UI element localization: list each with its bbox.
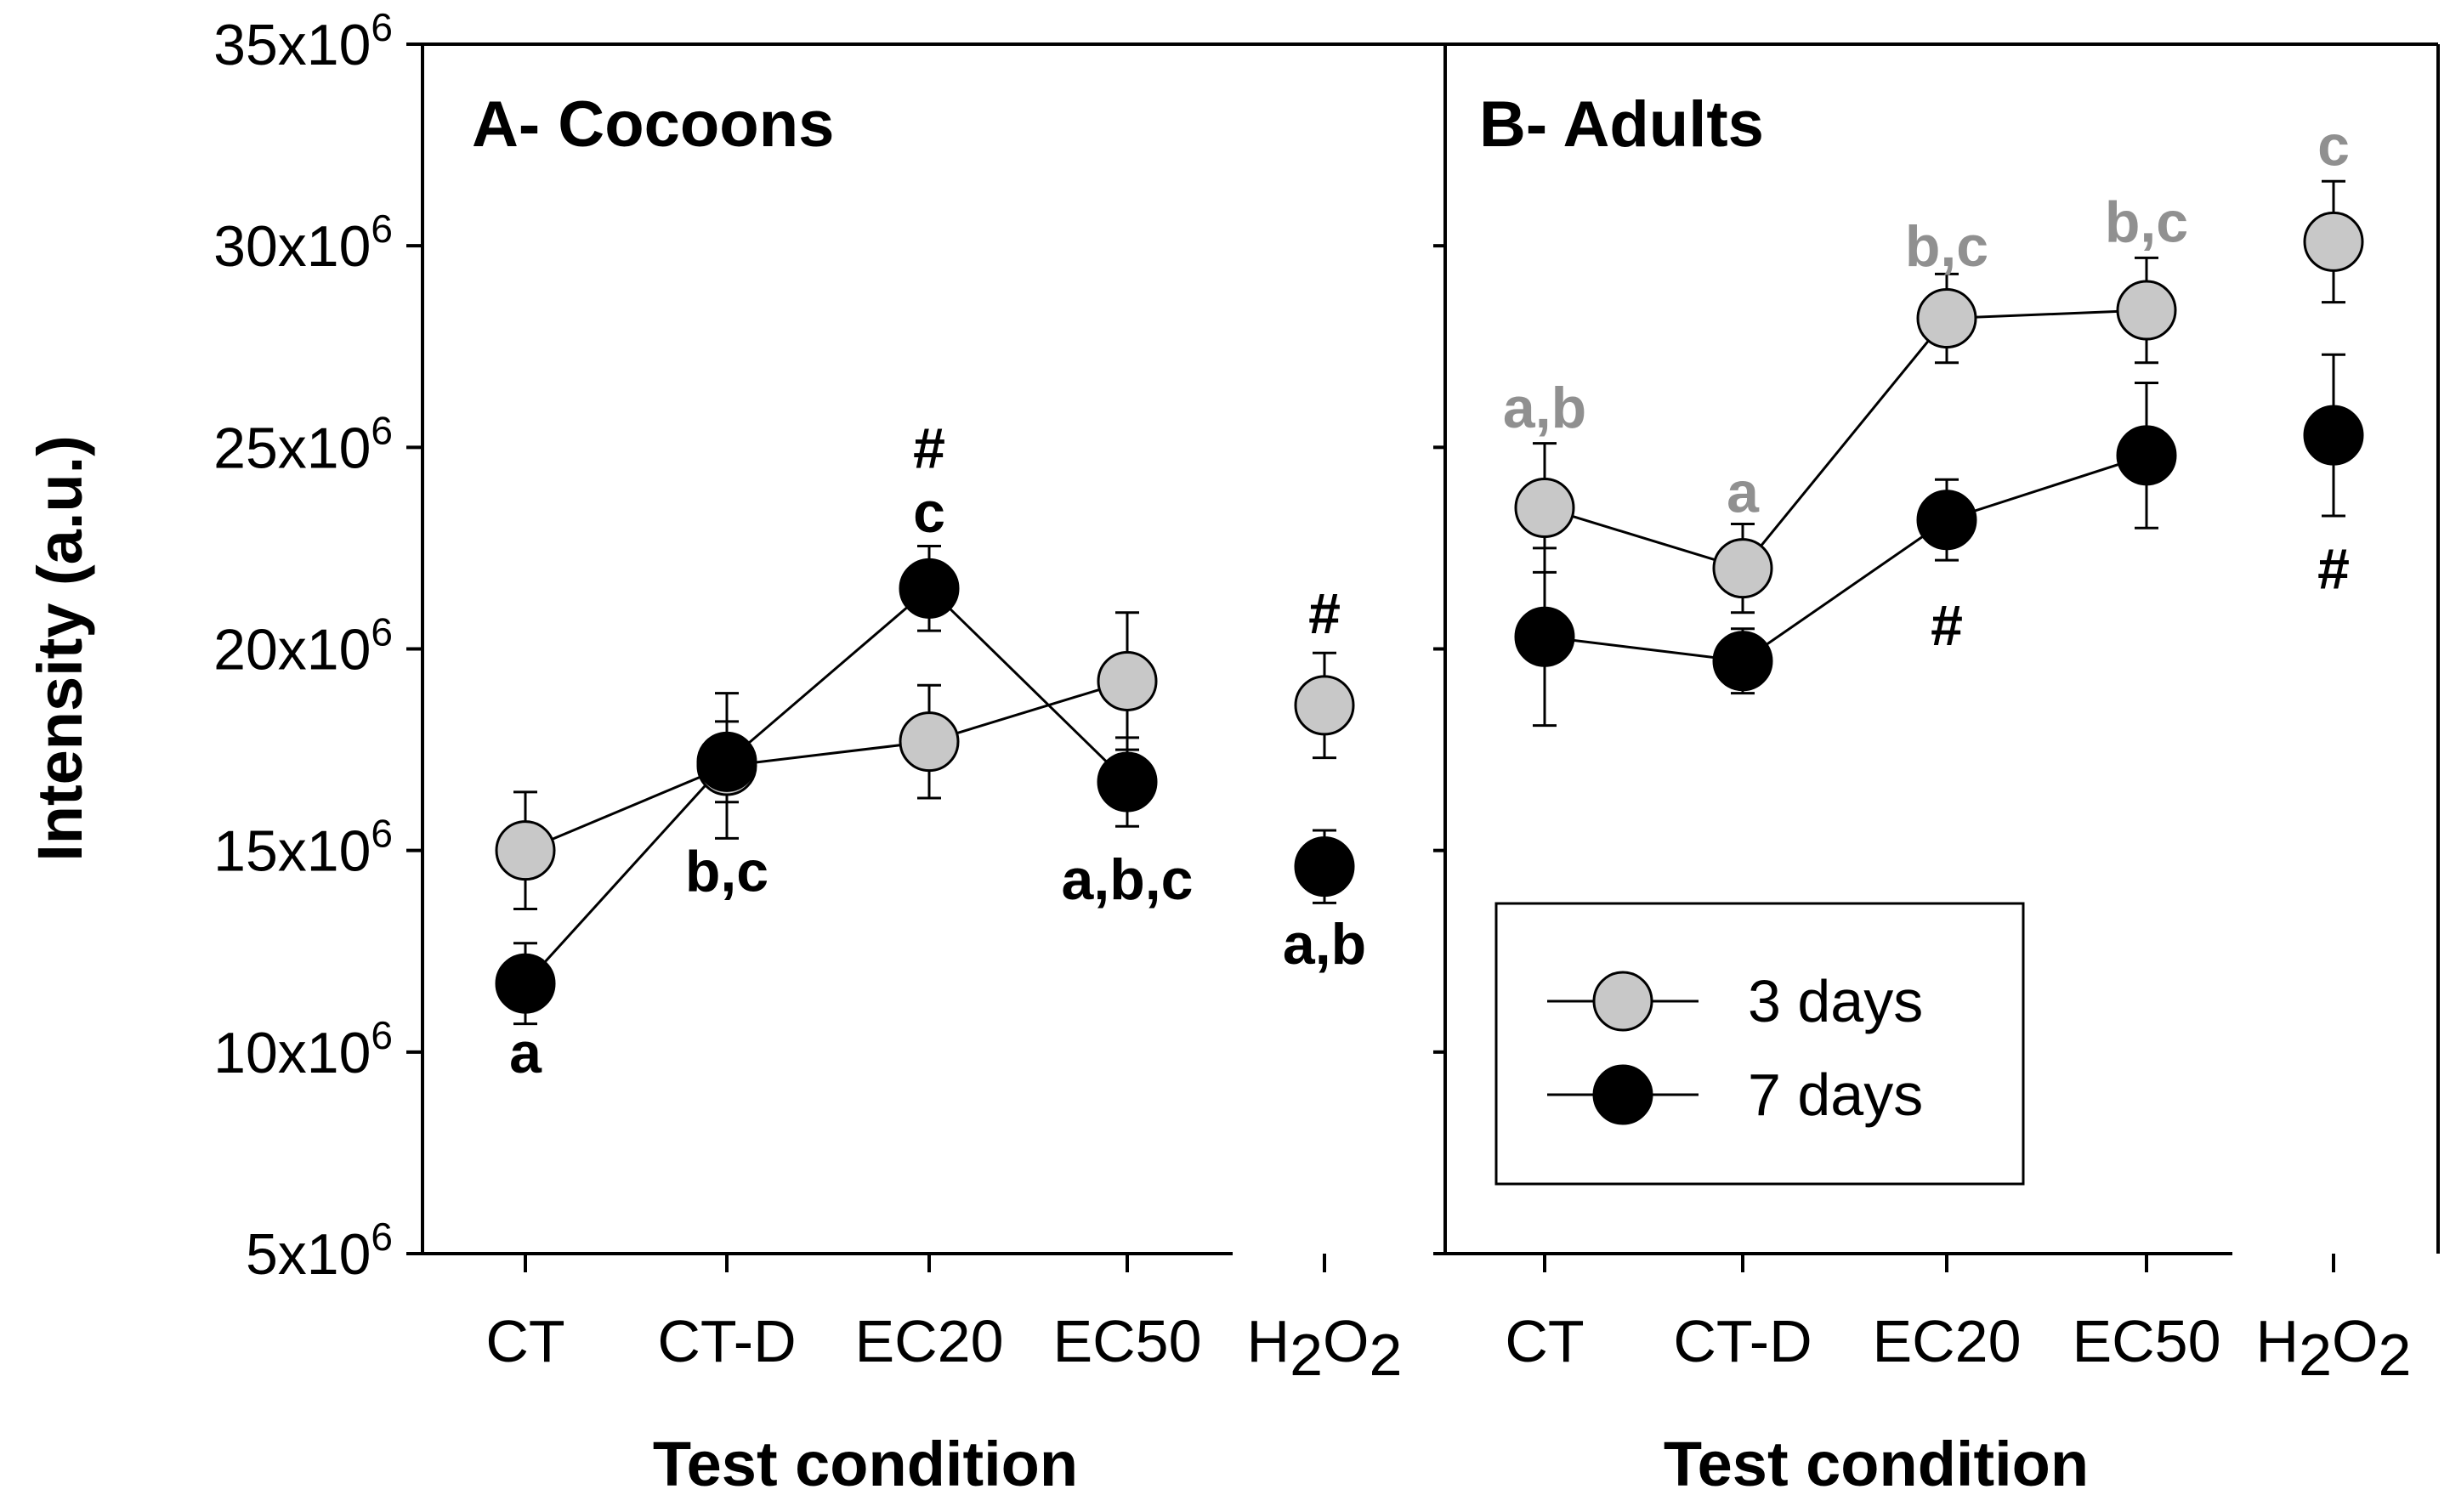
y-axis-title: Intensity (a.u.) [25, 435, 95, 862]
x-tick-label: CT [1505, 1308, 1584, 1374]
significance-label: # [1931, 593, 1963, 658]
significance-label: # [2317, 537, 2350, 602]
y-tick-label: 5x106 [246, 1215, 393, 1287]
series-3-days-point [1916, 288, 1977, 349]
panel-title: A- Cocoons [472, 88, 834, 161]
series-7-days-point [1097, 751, 1158, 813]
series-3-days-point [1097, 650, 1158, 711]
significance-label: a,b,c [1062, 847, 1194, 912]
legend-box [1494, 902, 2025, 1186]
x-tick-label: EC50 [1052, 1308, 1201, 1374]
series-3-days-point [1712, 538, 1773, 599]
significance-label: a,b [1503, 376, 1586, 440]
x-tick-label: EC20 [1872, 1308, 2021, 1374]
y-tick-label: 15x106 [213, 812, 393, 884]
significance-label: a [509, 1021, 542, 1085]
significance-label: # [913, 416, 945, 480]
series-7-days-line [1544, 454, 2147, 663]
significance-label: c [913, 480, 945, 545]
significance-label: b,c [1905, 214, 1988, 279]
significance-label: b,c [2105, 190, 2188, 255]
series-3-days-point [899, 711, 960, 773]
y-tick-label: 30x106 [213, 207, 393, 279]
panel-b: B- Adults CT CT-D EC20 EC50 H2O2 Test conditio… [1479, 88, 2411, 1499]
significance-label: b,c [685, 839, 768, 903]
legend-label: 3 days [1748, 968, 1923, 1034]
series-3-days-point [1514, 477, 1575, 538]
series-7-days-point [1514, 606, 1575, 667]
x-axis-title: Test condition [1664, 1429, 2089, 1499]
x-axis-title: Test condition [653, 1429, 1078, 1499]
series-3-days-point [495, 820, 556, 881]
x-tick-label: CT [485, 1308, 564, 1374]
panel-title: B- Adults [1479, 88, 1764, 161]
legend-marker [1592, 1064, 1653, 1125]
x-tick-label: CT-D [1673, 1308, 1812, 1374]
y-tick-label: 35x106 [213, 5, 393, 77]
x-tick-label: H2O2 [2256, 1308, 2412, 1388]
series-7-days-point [2116, 425, 2177, 486]
series-7-days-point [696, 731, 757, 792]
series-3-days-point [2116, 280, 2177, 341]
x-tick-label: CT-D [657, 1308, 796, 1374]
y-tick-label: 20x106 [213, 610, 393, 682]
x-tick-label: H2O2 [1247, 1308, 1403, 1388]
series-7-days-point [1916, 490, 1977, 551]
series-7-days-point [495, 953, 556, 1014]
legend: 3 days 7 days [1494, 902, 2025, 1186]
significance-label: a,b [1283, 912, 1366, 977]
y-tick-label: 10x106 [213, 1013, 393, 1085]
series-3-days-point [2303, 211, 2364, 272]
y-tick-label: 25x106 [213, 408, 393, 480]
legend-label: 7 days [1748, 1062, 1923, 1128]
x-tick-label: EC20 [854, 1308, 1003, 1374]
significance-label: a [1727, 461, 1760, 525]
series-7-days-line [524, 586, 1129, 985]
series-7-days-point [899, 558, 960, 619]
panel-a: A- Cocoons CT CT-D EC20 EC50 H2O2 Test conditi… [472, 88, 1402, 1499]
series-7-days-point [2303, 405, 2364, 466]
series-3-days-point [1294, 675, 1355, 736]
significance-label: # [1308, 581, 1341, 646]
series-3-days-line [1544, 309, 2147, 570]
series-3-days-line [525, 680, 1128, 852]
series-7-days-point [1712, 631, 1773, 692]
x-tick-label: EC50 [2072, 1308, 2220, 1374]
series-7-days-point [1294, 836, 1355, 898]
significance-label: c [2317, 114, 2350, 178]
legend-marker [1592, 971, 1653, 1032]
